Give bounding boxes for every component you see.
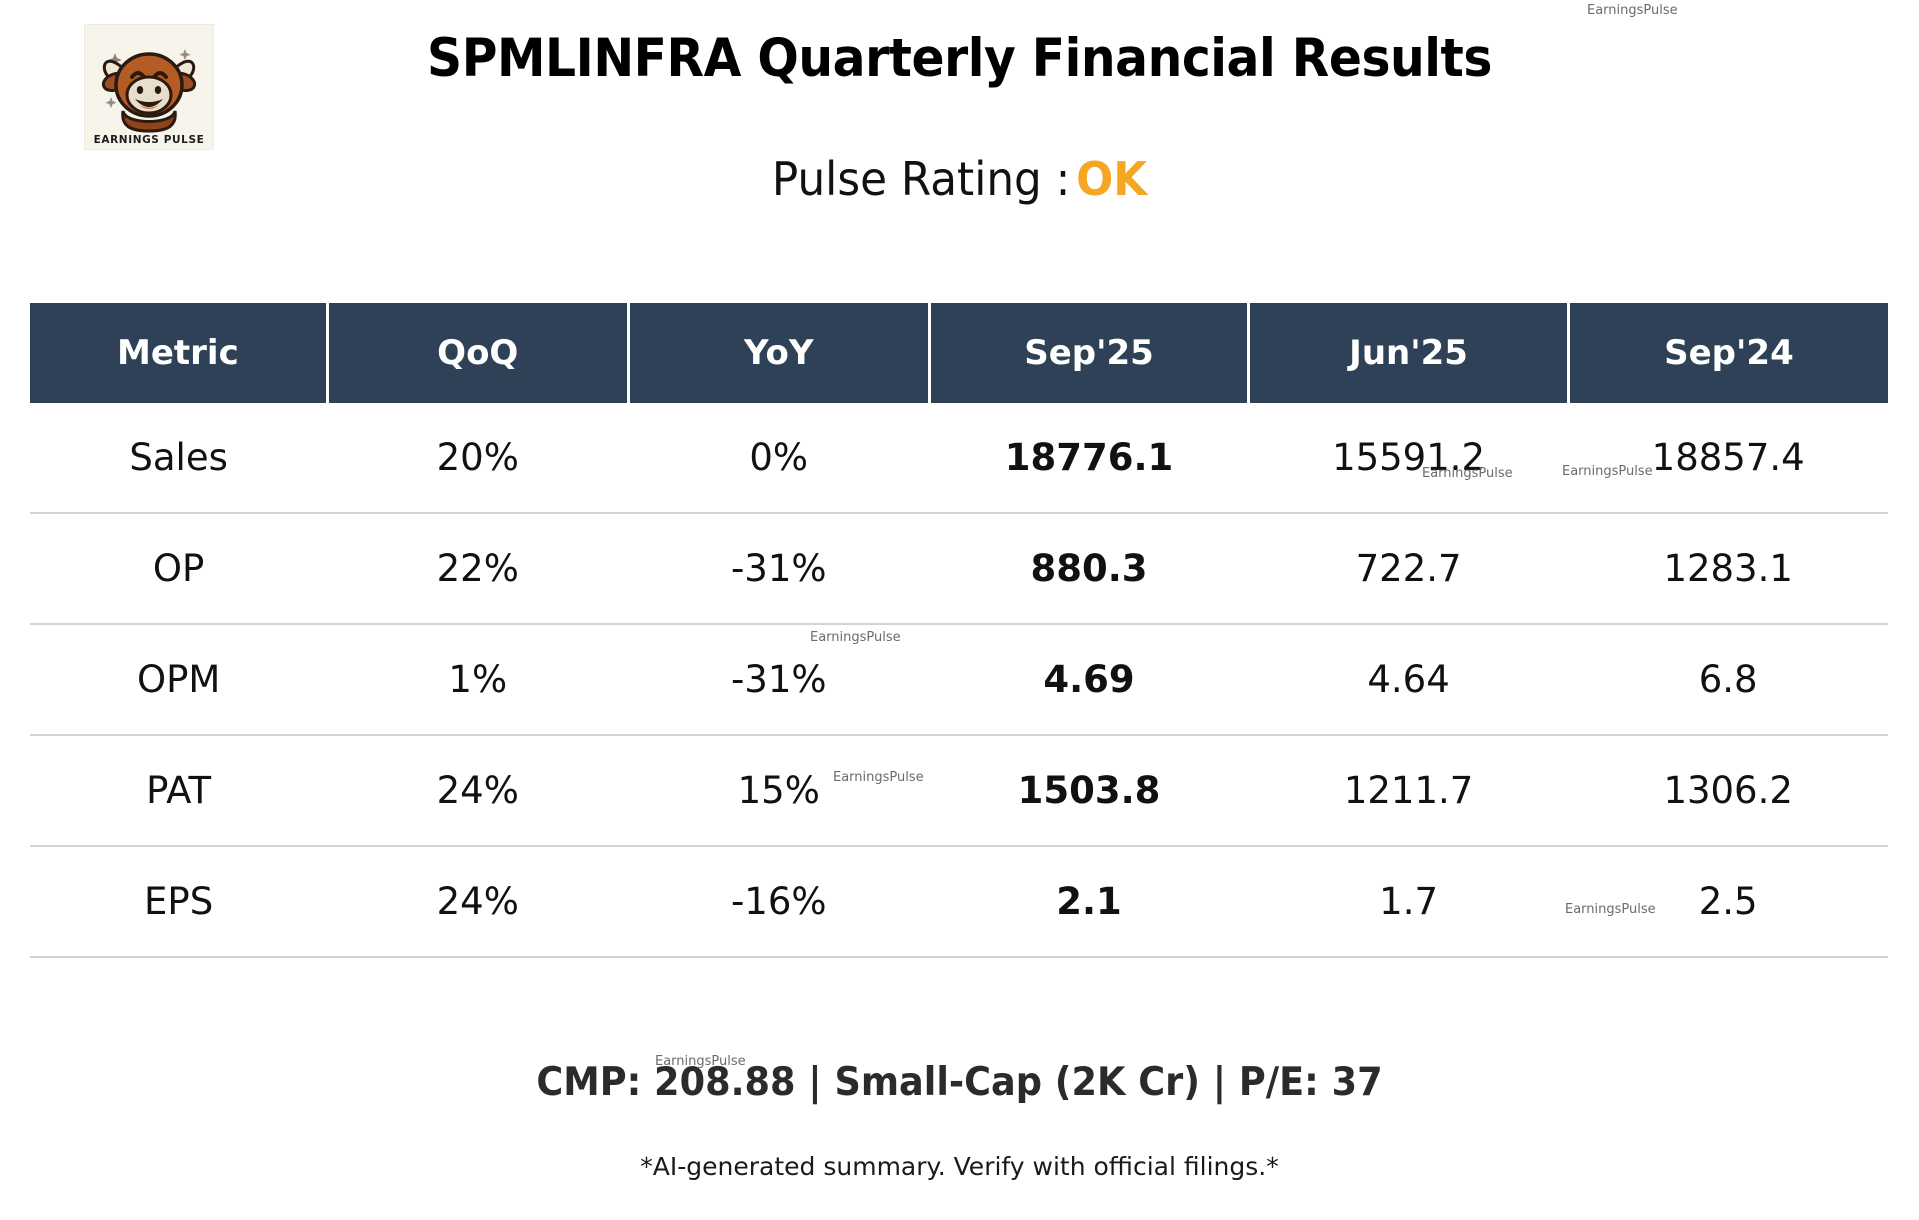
cell-current: 2.1 [929,846,1249,958]
cell-qoq: 20% [327,403,629,514]
cell-previous: 1.7 [1248,846,1569,958]
column-header-metric: Metric [30,303,329,403]
cell-qoq: 24% [327,735,629,847]
cell-yoy: -31% [628,513,930,625]
valuation-summary: CMP: 208.88 | Small-Cap (2K Cr) | P/E: 3… [536,1060,1383,1105]
cell-year-ago: 18857.4 [1568,403,1888,514]
table-header-row: Metric QoQ YoY Sep'25 Jun'25 Sep'24 [30,303,1888,403]
cell-previous: 15591.2 [1248,403,1569,514]
svg-text:EARNINGS PULSE: EARNINGS PULSE [94,134,205,146]
cell-current: 1503.8 [929,735,1249,847]
cell-year-ago: 1283.1 [1568,513,1888,625]
financial-results-table: Metric QoQ YoY Sep'25 Jun'25 Sep'24 Sale… [30,303,1888,958]
cell-qoq: 22% [327,513,629,625]
cell-previous: 722.7 [1248,513,1569,625]
cell-metric: OPM [30,624,328,736]
cell-year-ago: 1306.2 [1568,735,1888,847]
pulse-rating: Pulse Rating : OK [48,152,1871,206]
cell-previous: 1211.7 [1248,735,1569,847]
cell-yoy: 0% [628,403,930,514]
cell-year-ago: 2.5 [1568,846,1888,958]
bull-mascot-icon: EARNINGS PULSE [85,25,213,149]
column-header-previous-quarter: Jun'25 [1248,303,1570,403]
watermark-label: EarningsPulse [1587,3,1678,18]
table-row: OP 22% -31% 880.3 722.7 1283.1 [30,513,1888,625]
cell-qoq: 1% [327,624,629,736]
cell-yoy: -16% [628,846,930,958]
cell-current: 880.3 [929,513,1249,625]
table-row: PAT 24% 15% 1503.8 1211.7 1306.2 [30,735,1888,847]
cell-metric: EPS [30,846,328,958]
pulse-rating-value: OK [1076,152,1148,206]
disclaimer-text: *AI-generated summary. Verify with offic… [640,1152,1279,1181]
column-header-current-quarter: Sep'25 [929,303,1251,403]
cell-qoq: 24% [327,846,629,958]
brand-logo: EARNINGS PULSE [84,24,214,150]
cell-current: 4.69 [929,624,1249,736]
table-row: OPM 1% -31% 4.69 4.64 6.8 [30,624,1888,736]
cell-metric: Sales [30,403,328,514]
table-row: EPS 24% -16% 2.1 1.7 2.5 [30,846,1888,958]
cell-current: 18776.1 [929,403,1249,514]
cell-yoy: -31% [628,624,930,736]
column-header-year-ago-quarter: Sep'24 [1568,303,1888,403]
table-row: Sales 20% 0% 18776.1 15591.2 18857.4 [30,403,1888,514]
column-header-yoy: YoY [628,303,931,403]
cell-year-ago: 6.8 [1568,624,1888,736]
column-header-qoq: QoQ [327,303,630,403]
cell-metric: OP [30,513,328,625]
pulse-rating-label: Pulse Rating : [771,152,1071,206]
cell-previous: 4.64 [1248,624,1569,736]
cell-metric: PAT [30,735,328,847]
page-title: SPMLINFRA Quarterly Financial Results [427,28,1492,89]
cell-yoy: 15% [628,735,930,847]
